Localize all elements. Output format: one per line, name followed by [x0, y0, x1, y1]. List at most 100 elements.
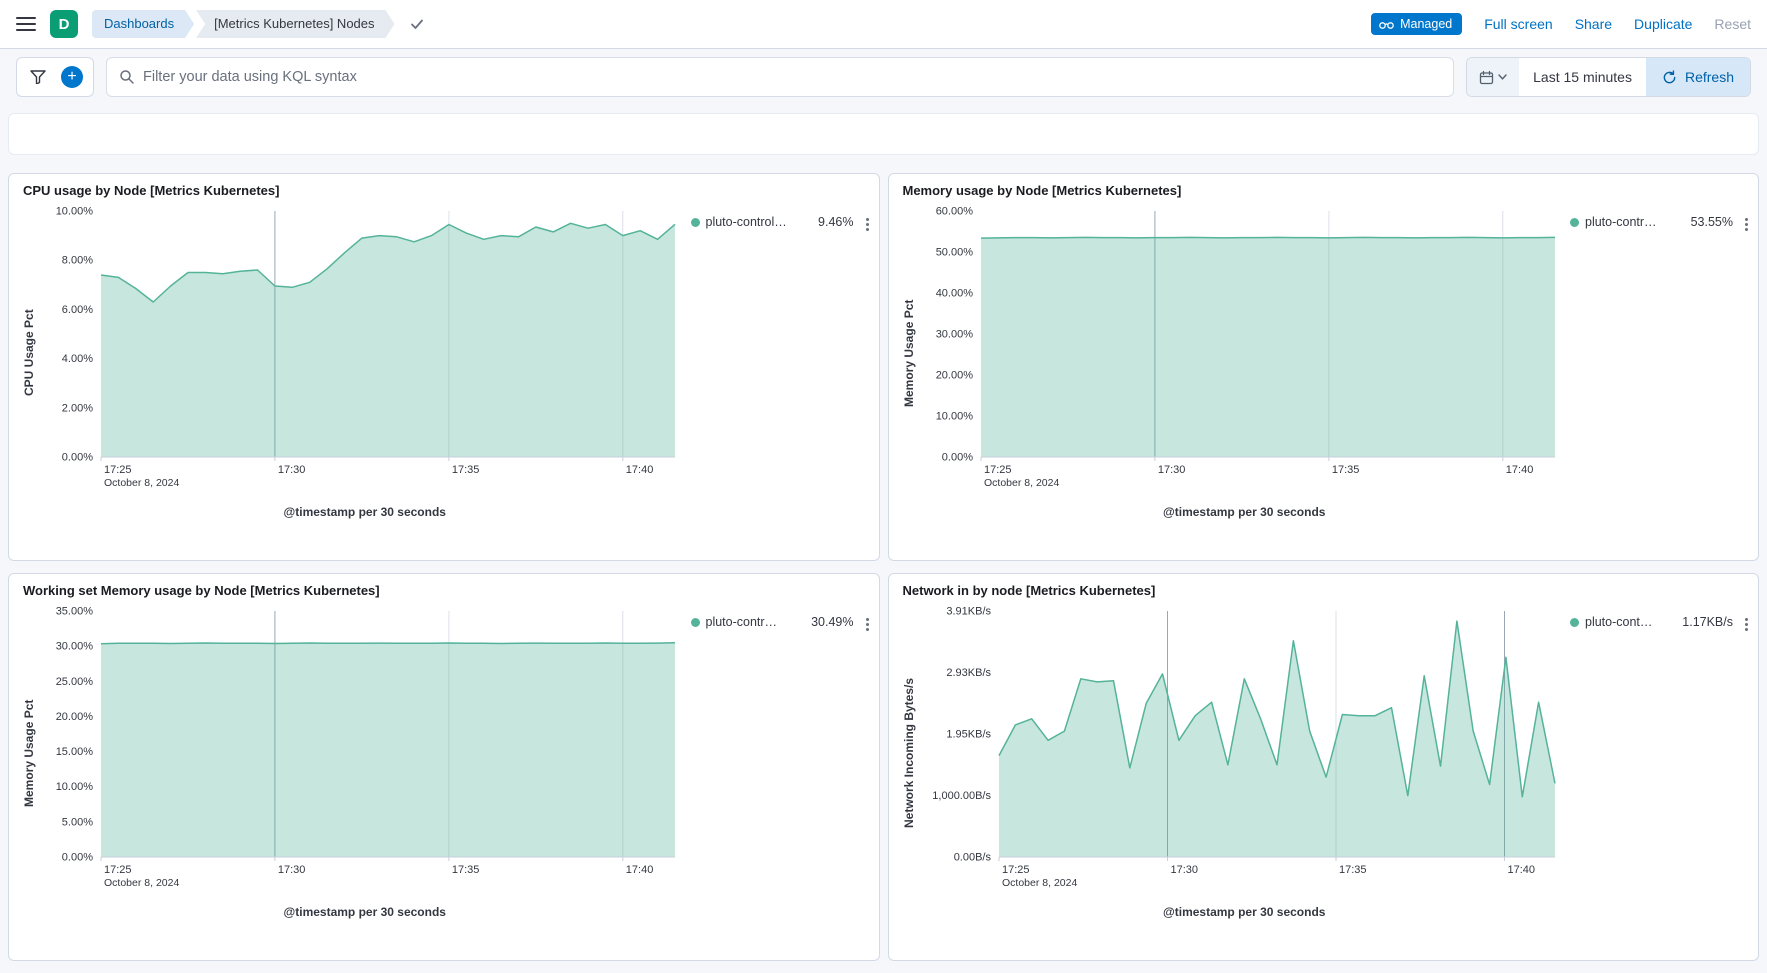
svg-text:17:25: 17:25 — [984, 464, 1012, 476]
refresh-icon — [1663, 69, 1676, 83]
svg-text:60.00%: 60.00% — [935, 206, 973, 218]
top-bar-actions: Managed Full screen Share Duplicate Rese… — [1371, 13, 1751, 35]
legend-series-name[interactable]: pluto-contr… — [705, 615, 778, 629]
svg-text:17:35: 17:35 — [1339, 864, 1367, 876]
x-axis-label: @timestamp per 30 seconds — [1163, 505, 1326, 519]
managed-badge-label: Managed — [1400, 17, 1453, 31]
date-picker-button[interactable] — [1467, 58, 1520, 96]
time-picker-group: Last 15 minutes Refresh — [1466, 57, 1751, 97]
area-chart[interactable]: 17:25 17:30 17:35 17:40 October 8, 2024 0.00%… — [39, 603, 691, 903]
legend-dot — [1570, 218, 1579, 227]
legend-series-value: 53.55% — [1690, 215, 1733, 229]
panel-network-in: Network in by node [Metrics Kubernetes] … — [887, 573, 1759, 961]
panel-title: CPU usage by Node [Metrics Kubernetes] — [23, 183, 280, 198]
legend-series-value: 9.46% — [818, 215, 854, 229]
area-chart[interactable]: 17:25 17:30 17:35 17:40 October 8, 2024 0.00%… — [919, 203, 1571, 503]
legend-dot — [690, 218, 700, 227]
kebab-menu-icon[interactable] — [1745, 215, 1748, 231]
svg-text:October 8, 2024: October 8, 2024 — [1002, 877, 1077, 889]
legend-series-value: 1.17KB/s — [1682, 615, 1733, 629]
svg-text:40.00%: 40.00% — [935, 288, 973, 300]
breadcrumb-current-dashboard[interactable]: [Metrics Kubernetes] Nodes — [196, 10, 394, 38]
panel-title: Working set Memory usage by Node [Metric… — [23, 583, 380, 598]
svg-text:17:30: 17:30 — [278, 864, 306, 876]
breadcrumb: Dashboards [Metrics Kubernetes] Nodes — [92, 10, 395, 38]
legend-series-name[interactable]: pluto-cont… — [1585, 615, 1653, 629]
svg-text:17:40: 17:40 — [626, 864, 654, 876]
y-axis-label: Memory Usage Pct — [22, 699, 36, 807]
svg-text:30.00%: 30.00% — [935, 329, 973, 341]
x-axis-label: @timestamp per 30 seconds — [1163, 905, 1326, 919]
svg-text:17:35: 17:35 — [1331, 464, 1359, 476]
share-button[interactable]: Share — [1574, 16, 1613, 32]
svg-text:1.95KB/s: 1.95KB/s — [946, 729, 991, 741]
panel-title: Memory usage by Node [Metrics Kubernetes… — [902, 183, 1182, 198]
svg-text:0.00%: 0.00% — [941, 452, 972, 464]
svg-text:2.93KB/s: 2.93KB/s — [946, 667, 991, 679]
time-range-label[interactable]: Last 15 minutes — [1533, 69, 1632, 85]
legend-series-name[interactable]: pluto-contr… — [1585, 215, 1657, 229]
legend-series-name[interactable]: pluto-control… — [705, 215, 787, 229]
plus-icon: + — [61, 66, 83, 88]
filter-options-button[interactable] — [23, 62, 53, 92]
svg-text:25.00%: 25.00% — [56, 676, 94, 688]
panel-cpu-usage: CPU usage by Node [Metrics Kubernetes] C… — [8, 173, 880, 561]
svg-text:6.00%: 6.00% — [62, 304, 93, 316]
legend-dot — [690, 618, 700, 627]
full-screen-button[interactable]: Full screen — [1484, 16, 1553, 32]
panel-memory-usage: Memory usage by Node [Metrics Kubernetes… — [887, 173, 1759, 561]
chart-legend: pluto-contr… 30.49% — [690, 603, 869, 631]
kebab-menu-icon[interactable] — [1745, 615, 1748, 631]
svg-text:17:40: 17:40 — [626, 464, 654, 476]
svg-text:4.00%: 4.00% — [62, 353, 93, 365]
svg-text:1,000.00B/s: 1,000.00B/s — [932, 790, 991, 802]
managed-badge[interactable]: Managed — [1371, 13, 1463, 35]
area-chart[interactable]: 17:25 17:30 17:35 17:40 October 8, 2024 0.00B… — [919, 603, 1571, 903]
area-chart[interactable]: 17:25 17:30 17:35 17:40 October 8, 2024 0.00%… — [39, 203, 691, 503]
kebab-menu-icon[interactable] — [865, 215, 869, 231]
breadcrumb-dashboards[interactable]: Dashboards — [92, 10, 194, 38]
svg-text:10.00%: 10.00% — [56, 781, 94, 793]
chart-legend: pluto-control… 9.46% — [690, 203, 869, 231]
reset-button[interactable]: Reset — [1714, 16, 1751, 32]
svg-text:3.91KB/s: 3.91KB/s — [946, 606, 991, 618]
svg-text:October 8, 2024: October 8, 2024 — [984, 477, 1059, 489]
calendar-icon — [1479, 70, 1494, 84]
svg-text:17:25: 17:25 — [1002, 864, 1030, 876]
svg-text:10.00%: 10.00% — [56, 206, 94, 218]
svg-text:20.00%: 20.00% — [56, 711, 94, 723]
menu-icon[interactable] — [16, 17, 36, 31]
chart-legend: pluto-contr… 53.55% — [1570, 203, 1748, 231]
svg-text:17:30: 17:30 — [1157, 464, 1185, 476]
svg-text:5.00%: 5.00% — [62, 816, 93, 828]
y-axis-label: Network Incoming Bytes/s — [901, 677, 916, 829]
kebab-menu-icon[interactable] — [865, 615, 869, 631]
svg-text:10.00%: 10.00% — [935, 411, 973, 423]
chevron-down-icon — [1498, 74, 1507, 80]
dashboard-controls-strip[interactable] — [8, 113, 1759, 155]
svg-text:2.00%: 2.00% — [62, 402, 93, 414]
refresh-button-label: Refresh — [1684, 69, 1734, 85]
saved-check-icon — [409, 16, 425, 32]
filter-controls-group: + — [16, 57, 94, 97]
svg-text:October 8, 2024: October 8, 2024 — [104, 477, 179, 489]
deployment-logo[interactable]: D — [50, 10, 78, 38]
refresh-button[interactable]: Refresh — [1645, 58, 1750, 96]
x-axis-label: @timestamp per 30 seconds — [283, 505, 446, 519]
panel-working-set-memory: Working set Memory usage by Node [Metric… — [8, 573, 880, 961]
svg-text:17:35: 17:35 — [452, 864, 480, 876]
filter-funnel-icon — [30, 70, 46, 84]
add-filter-button[interactable]: + — [57, 62, 87, 92]
svg-text:17:30: 17:30 — [278, 464, 306, 476]
y-axis-label: Memory Usage Pct — [901, 299, 916, 407]
svg-text:30.00%: 30.00% — [56, 641, 94, 653]
svg-text:17:25: 17:25 — [104, 864, 132, 876]
kql-search-input[interactable] — [143, 69, 1442, 85]
svg-text:17:35: 17:35 — [452, 464, 480, 476]
chart-legend: pluto-cont… 1.17KB/s — [1570, 603, 1748, 631]
duplicate-button[interactable]: Duplicate — [1634, 16, 1693, 32]
svg-text:50.00%: 50.00% — [935, 247, 973, 259]
svg-text:17:30: 17:30 — [1170, 864, 1198, 876]
legend-series-value: 30.49% — [811, 615, 854, 629]
svg-text:17:40: 17:40 — [1505, 464, 1533, 476]
